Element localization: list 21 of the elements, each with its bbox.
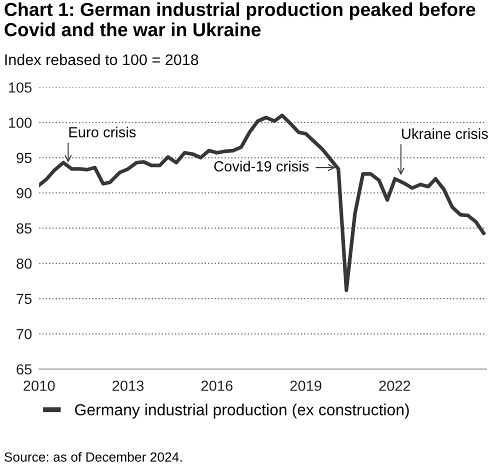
x-tick-label: 2022 (379, 380, 410, 391)
annotation: Covid-19 crisis (214, 160, 309, 172)
y-tick-label: 85 (16, 223, 32, 234)
chart-subtitle: Index rebased to 100 = 2018 (5, 54, 198, 66)
y-tick-label: 65 (16, 364, 32, 375)
x-tick-label: 2019 (290, 380, 322, 391)
y-tick-label: 95 (16, 152, 32, 164)
annotation: Ukraine crisis (402, 128, 488, 139)
annotation: Euro crisis (69, 126, 136, 138)
x-tick-label: 2016 (201, 380, 232, 391)
y-tick-label: 90 (16, 188, 32, 198)
legend-label: Germany industrial production (ex construction) (75, 404, 409, 419)
source-note: Source: as of December 2024. (4, 452, 182, 462)
y-tick-label: 105 (8, 82, 32, 93)
x-tick-label: 2013 (112, 380, 144, 391)
y-tick-label: 100 (8, 118, 32, 128)
x-tick-label: 2010 (24, 380, 55, 391)
y-tick-label: 80 (16, 258, 32, 269)
y-tick-label: 75 (16, 294, 32, 304)
y-tick-label: 70 (16, 328, 32, 340)
chart-title: Chart 1: German industrial production peaked before Covid and the war in Ukraine (4, 2, 476, 36)
